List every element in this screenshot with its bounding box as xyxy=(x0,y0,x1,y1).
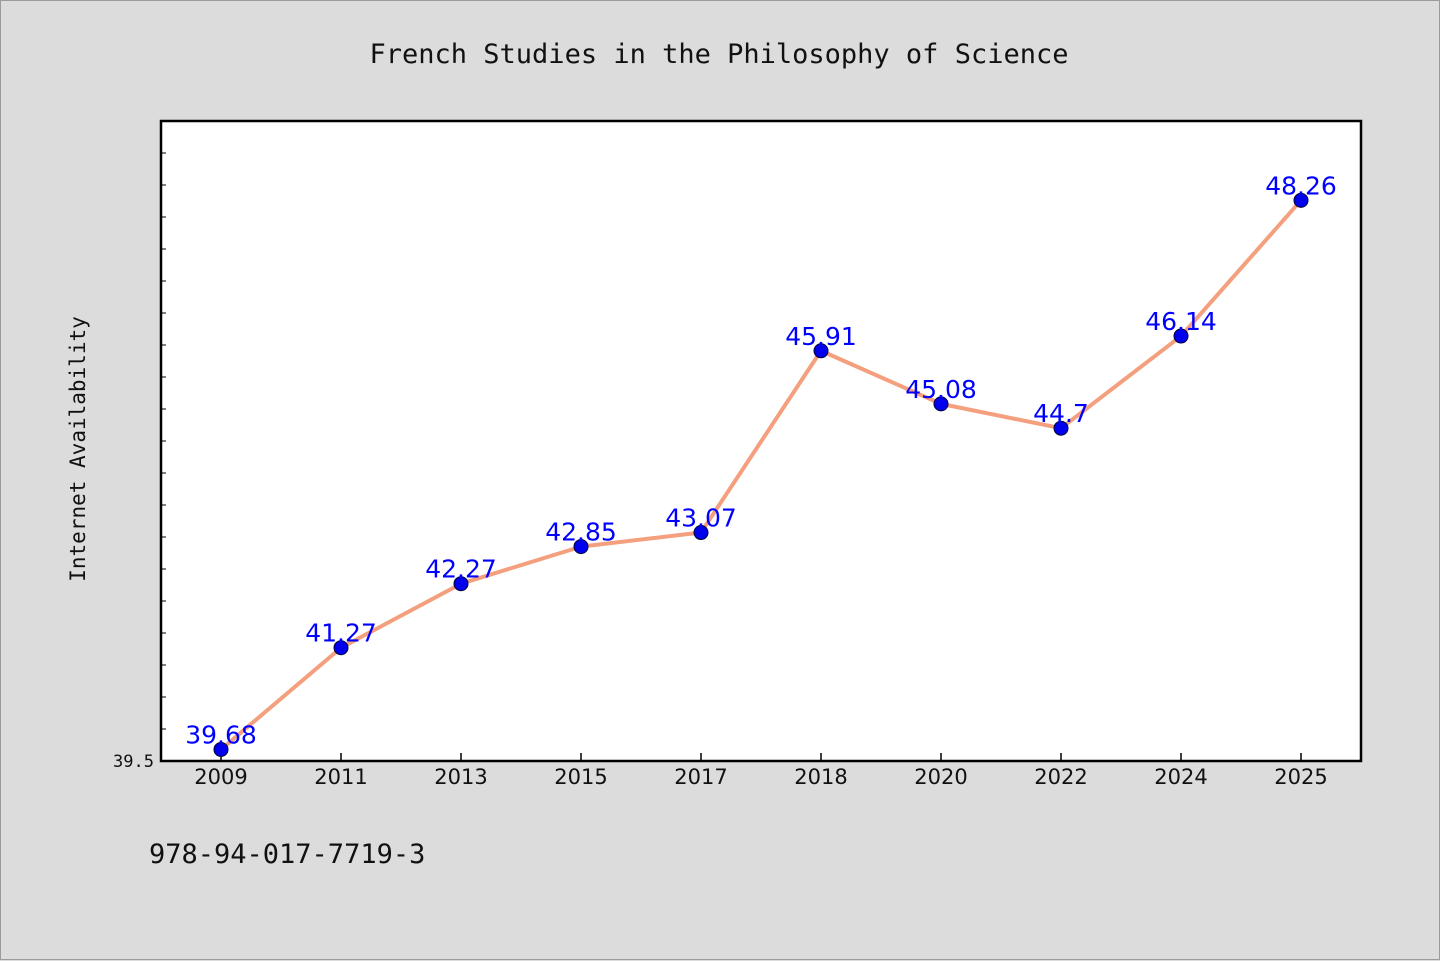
data-point xyxy=(213,741,229,757)
x-tick-label: 2011 xyxy=(314,765,367,789)
y-tick-label: 39.5 xyxy=(113,752,154,772)
x-tick-labels: 2009 2011 2013 2015 2017 2018 2020 2022 2024 2025 xyxy=(194,765,1327,789)
data-label: 42.85 xyxy=(545,518,617,547)
data-point xyxy=(1293,192,1309,208)
chart-title: French Studies in the Philosophy of Scie… xyxy=(370,39,1069,70)
x-tick-label: 2024 xyxy=(1154,765,1207,789)
y-tick-labels: 39.5 xyxy=(113,752,154,772)
data-point xyxy=(933,396,949,412)
data-point xyxy=(693,525,709,541)
x-tick-label: 2018 xyxy=(794,765,847,789)
data-label: 44.7 xyxy=(1033,399,1089,428)
data-label: 45.91 xyxy=(785,322,857,351)
data-label: 43.07 xyxy=(665,504,737,533)
data-point xyxy=(1173,328,1189,344)
x-tick-label: 2020 xyxy=(914,765,967,789)
x-ticks xyxy=(220,753,1302,761)
x-tick-label: 2017 xyxy=(674,765,727,789)
y-minor-ticks xyxy=(161,152,166,730)
y-axis-label: Internet Availability xyxy=(66,316,90,582)
x-tick-label: 2009 xyxy=(194,765,247,789)
data-point xyxy=(813,343,829,359)
series-line xyxy=(219,198,1303,752)
x-tick-label: 2022 xyxy=(1034,765,1087,789)
data-label: 39.68 xyxy=(185,720,257,749)
data-point xyxy=(333,640,349,656)
data-label: 41.27 xyxy=(305,619,377,648)
x-tick-label: 2025 xyxy=(1274,765,1327,789)
data-point xyxy=(573,539,589,555)
data-point xyxy=(1053,420,1069,436)
data-point xyxy=(453,576,469,592)
data-label: 45.08 xyxy=(905,375,977,404)
data-label: 42.27 xyxy=(425,555,497,584)
x-tick-label: 2015 xyxy=(554,765,607,789)
data-label: 46.14 xyxy=(1145,307,1217,336)
data-labels: 39.68 41.27 42.27 42.85 43.07 45.91 45.08 44.7 4… xyxy=(185,171,1337,749)
data-markers xyxy=(213,192,1309,757)
data-label: 48.26 xyxy=(1265,171,1337,200)
x-tick-label: 2013 xyxy=(434,765,487,789)
isbn-footer: 978-94-017-7719-3 xyxy=(149,839,425,870)
